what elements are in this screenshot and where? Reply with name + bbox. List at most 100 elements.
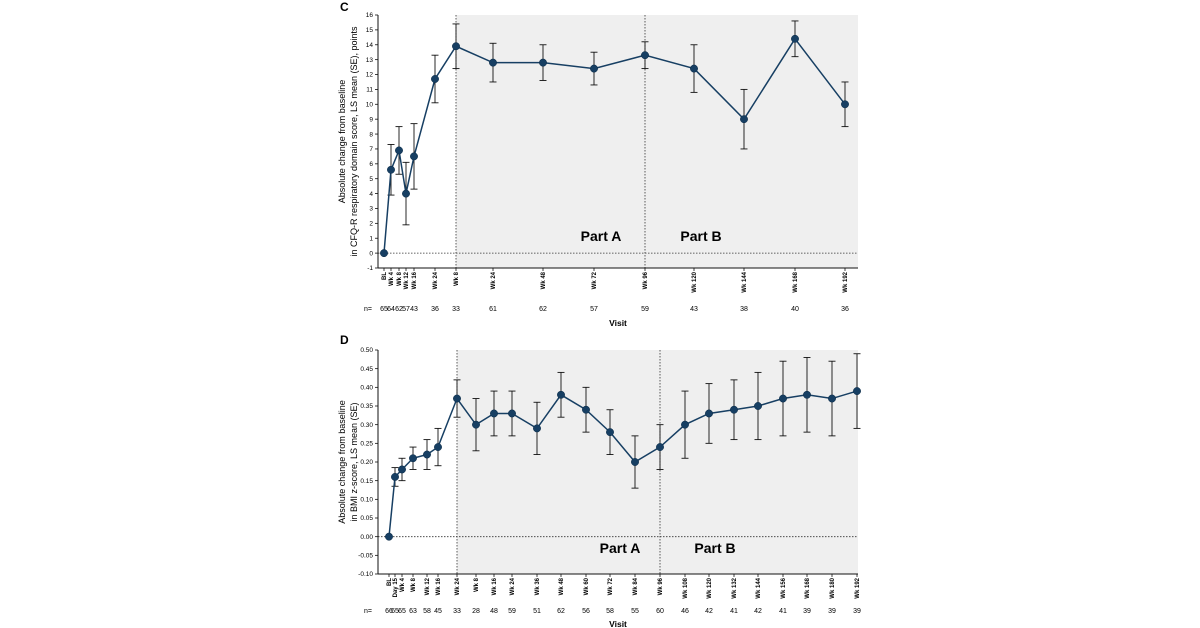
n-value: 33 <box>452 306 460 313</box>
y-tick-label: 7 <box>369 146 373 153</box>
x-category-label: BL <box>387 578 393 586</box>
data-point <box>690 64 698 73</box>
n-prefix-label: n= <box>364 306 372 313</box>
y-axis-title-line-1: Absolute change from baseline <box>337 400 347 524</box>
x-category-label: Wk 96 <box>658 577 664 595</box>
data-point <box>681 420 689 429</box>
x-category-label: Wk 120 <box>707 577 713 598</box>
part-label-2: Part B <box>680 228 721 244</box>
n-value: 59 <box>641 306 649 313</box>
data-point <box>539 58 547 67</box>
x-category-label: Wk 16 <box>412 271 418 289</box>
data-point <box>730 405 738 414</box>
n-value: 66 <box>385 608 393 615</box>
y-axis-title-line-2: in BMI z-score, LS mean (SE) <box>349 402 359 521</box>
n-value: 43 <box>410 306 418 313</box>
y-tick-label: 0.20 <box>360 459 373 466</box>
n-prefix-label: n= <box>364 608 372 615</box>
panel-letter: C <box>340 0 349 14</box>
n-value: 28 <box>472 608 480 615</box>
data-point <box>803 390 811 399</box>
n-value: 33 <box>453 608 461 615</box>
x-axis-title: Visit <box>609 318 627 328</box>
n-value: 63 <box>409 608 417 615</box>
y-tick-label: 11 <box>366 87 373 94</box>
data-point <box>387 165 395 174</box>
y-tick-label: 6 <box>369 161 373 168</box>
n-value: 48 <box>490 608 498 615</box>
x-category-label: Wk 156 <box>781 577 787 598</box>
data-point <box>431 75 439 83</box>
x-category-label: Wk 96 <box>643 271 649 289</box>
x-category-label: Wk 24 <box>455 577 461 595</box>
x-category-label: Wk 60 <box>584 577 590 595</box>
x-category-label: Wk 48 <box>559 577 565 595</box>
x-category-label: Wk 16 <box>436 577 442 595</box>
n-value: 42 <box>705 608 713 615</box>
data-point <box>582 405 590 414</box>
x-category-label: Wk 12 <box>404 271 410 289</box>
data-point <box>410 152 418 161</box>
n-value: 40 <box>791 306 799 313</box>
data-point <box>489 58 497 67</box>
x-category-label: Wk 8 <box>454 271 460 286</box>
n-value: 41 <box>730 608 738 615</box>
n-value: 58 <box>606 608 614 615</box>
x-category-label: BL <box>382 272 388 280</box>
x-category-label: Wk 144 <box>756 577 762 598</box>
y-tick-label: 0.05 <box>360 515 373 522</box>
x-category-label: Wk 12 <box>425 577 431 595</box>
data-point <box>853 387 861 396</box>
n-value: 55 <box>631 608 639 615</box>
data-point <box>508 409 516 418</box>
y-tick-label: 13 <box>366 57 374 64</box>
data-point <box>395 146 403 155</box>
data-point <box>656 443 664 452</box>
x-category-label: Wk 168 <box>805 577 811 598</box>
n-value: 38 <box>740 306 748 313</box>
n-value: 41 <box>779 608 787 615</box>
data-point <box>557 390 565 399</box>
x-category-label: Wk 8 <box>411 577 417 592</box>
panel-letter: D <box>340 333 349 347</box>
n-value: 43 <box>690 306 698 313</box>
data-point <box>841 100 849 109</box>
y-tick-label: 10 <box>366 101 374 108</box>
data-point <box>472 420 480 429</box>
data-point <box>391 472 399 481</box>
n-value: 62 <box>395 306 403 313</box>
part-label-1: Part A <box>581 228 622 244</box>
x-category-label: Day 15 <box>393 577 399 597</box>
chart-panel-d: -0.10 -0.05 0.00 0.05 0.10 0.15 0.20 0.25 0.30 0.… <box>337 333 861 628</box>
n-value: 39 <box>803 608 811 615</box>
y-tick-label: 0.45 <box>360 366 373 373</box>
y-tick-label: 9 <box>369 116 373 123</box>
x-category-label: Wk 4 <box>400 577 406 592</box>
x-category-label: Wk 8 <box>474 577 480 592</box>
x-category-label: Wk 24 <box>510 577 516 595</box>
x-category-label: Wk 8 <box>397 271 403 286</box>
data-point <box>490 409 498 418</box>
y-tick-label: -0.05 <box>358 553 373 560</box>
data-point <box>533 424 541 433</box>
x-category-label: Wk 48 <box>541 271 547 289</box>
y-tick-label: 0.15 <box>360 478 373 485</box>
n-value: 60 <box>656 608 664 615</box>
x-category-label: Wk 132 <box>732 577 738 598</box>
data-point <box>402 189 410 198</box>
y-tick-label: 3 <box>369 206 373 213</box>
data-point <box>606 428 614 437</box>
x-category-label: Wk 24 <box>433 271 439 289</box>
x-category-label: Wk 192 <box>843 271 849 292</box>
data-point <box>398 465 406 474</box>
y-tick-label: 5 <box>369 176 373 183</box>
n-value: 46 <box>681 608 689 615</box>
data-point <box>452 42 460 51</box>
y-tick-label: 2 <box>369 221 373 228</box>
x-category-label: Wk 168 <box>793 271 799 292</box>
y-axis-title-line-1: Absolute change from baseline <box>337 80 347 204</box>
n-value: 56 <box>582 608 590 615</box>
x-category-label: Wk 24 <box>491 271 497 289</box>
